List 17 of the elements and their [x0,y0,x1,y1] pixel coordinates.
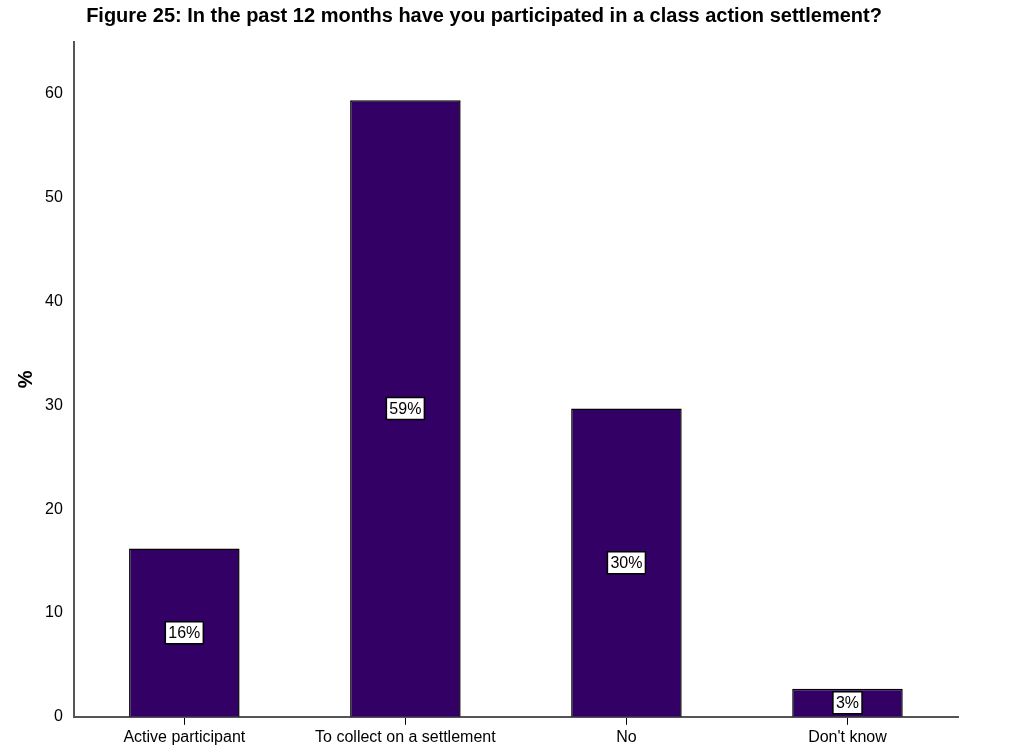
x-tick-label: Don't know [808,727,888,745]
y-axis-title: % [13,370,36,389]
y-tick-label: 60 [45,84,63,102]
data-label: 59% [389,399,422,417]
x-tick-label: To collect on a settlement [315,727,497,745]
y-tick-label: 40 [45,291,63,309]
data-label: 16% [168,624,201,642]
y-tick-label: 10 [45,603,63,621]
y-tick-label: 20 [45,499,63,517]
chart-title: Figure 25: In the past 12 months have you participated in a class action settlement? [86,3,882,26]
x-tick-label: No [616,727,637,745]
y-tick-label: 50 [45,188,63,206]
y-tick-label: 0 [53,707,63,725]
x-tick-label: Active participant [123,727,246,745]
y-tick-label: 30 [45,395,63,413]
data-label: 3% [835,694,860,712]
data-label: 30% [610,554,643,572]
